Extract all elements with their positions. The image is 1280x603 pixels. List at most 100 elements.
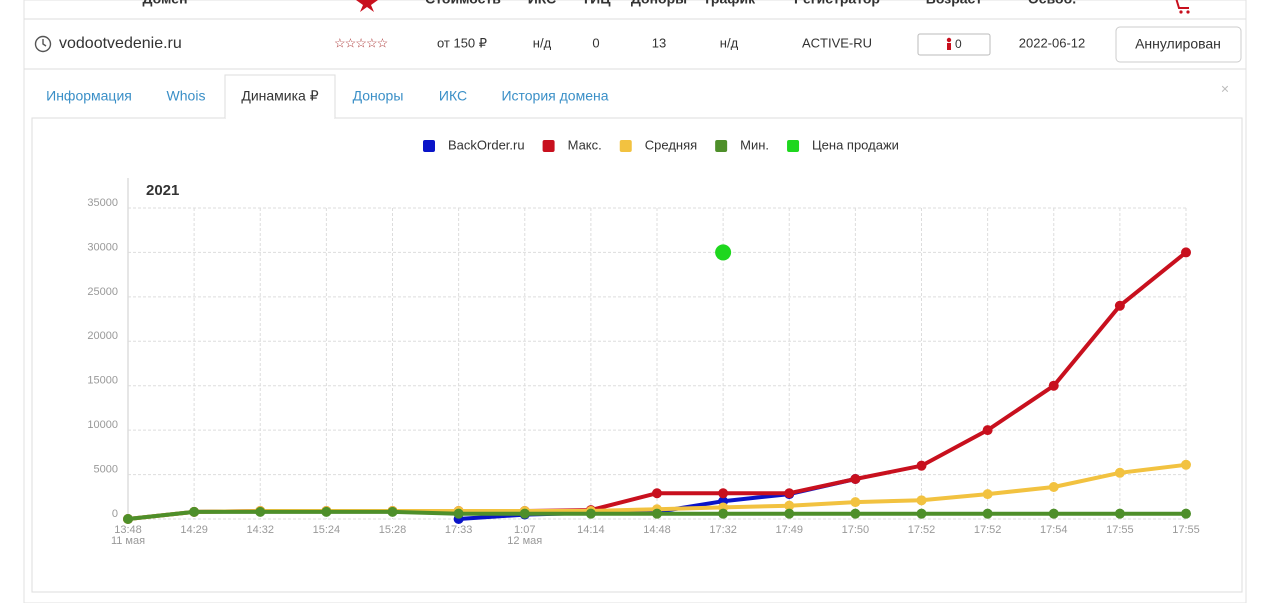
tab[interactable]: Whois bbox=[167, 88, 206, 104]
year-label: 2021 bbox=[146, 182, 179, 199]
legend-label[interactable]: Макс. bbox=[568, 137, 602, 152]
legend-label[interactable]: Средняя bbox=[645, 137, 697, 152]
x-tick-label: 17:33 bbox=[445, 524, 473, 536]
column-header: Домен bbox=[142, 0, 187, 7]
status-button-label[interactable]: Аннулирован bbox=[1135, 36, 1221, 52]
y-tick-label: 10000 bbox=[87, 419, 118, 431]
person-icon bbox=[946, 37, 952, 43]
legend-swatch[interactable] bbox=[619, 140, 632, 152]
age-box bbox=[917, 33, 991, 56]
data-point[interactable] bbox=[1048, 482, 1059, 493]
data-point[interactable] bbox=[982, 489, 993, 500]
x-tick-label: 17:50 bbox=[842, 524, 870, 536]
legend-label[interactable]: BackOrder.ru bbox=[448, 137, 525, 152]
legend-swatch[interactable] bbox=[787, 140, 800, 152]
cart-wheel bbox=[1186, 10, 1190, 14]
data-point[interactable] bbox=[982, 508, 993, 519]
clock-icon bbox=[34, 35, 52, 53]
x-tick-label: 13:48 bbox=[114, 524, 142, 536]
x-tick-label: 14:14 bbox=[577, 524, 605, 536]
data-point[interactable] bbox=[652, 488, 662, 499]
y-tick-label: 20000 bbox=[87, 330, 118, 342]
y-tick-label: 30000 bbox=[87, 241, 118, 253]
active-tab bbox=[224, 74, 336, 118]
data-point[interactable] bbox=[652, 508, 662, 519]
data-point[interactable] bbox=[784, 508, 795, 519]
cart-icon[interactable] bbox=[1172, 0, 1189, 9]
release-date: 2022-06-12 bbox=[1019, 35, 1086, 50]
data-point[interactable] bbox=[1114, 508, 1125, 519]
column-header: Трафик bbox=[703, 0, 756, 7]
data-point[interactable] bbox=[850, 474, 861, 485]
x-tick-sublabel: 11 мая bbox=[111, 535, 145, 547]
x-tick-label: 14:48 bbox=[643, 524, 671, 536]
data-point[interactable] bbox=[718, 488, 729, 499]
x-tick-label: 17:55 bbox=[1172, 524, 1200, 536]
traffic: н/д bbox=[720, 35, 739, 50]
data-point[interactable] bbox=[718, 508, 729, 519]
data-point[interactable] bbox=[519, 508, 530, 519]
data-point[interactable] bbox=[916, 495, 927, 506]
data-point[interactable] bbox=[585, 508, 596, 519]
x-tick-label: 17:52 bbox=[908, 524, 936, 536]
tab[interactable]: Динамика ₽ bbox=[241, 88, 318, 104]
column-header: ИКС bbox=[528, 0, 557, 7]
data-point[interactable] bbox=[850, 508, 861, 519]
tab[interactable]: ИКС bbox=[439, 88, 467, 104]
data-point[interactable] bbox=[387, 506, 398, 517]
clock-hand bbox=[42, 39, 47, 47]
rating-stars[interactable]: ☆☆☆☆☆ bbox=[334, 35, 389, 50]
data-point[interactable] bbox=[123, 514, 133, 524]
data-point[interactable] bbox=[255, 506, 266, 517]
data-point[interactable] bbox=[715, 244, 732, 261]
data-point[interactable] bbox=[784, 488, 795, 499]
data-point[interactable] bbox=[453, 508, 464, 519]
data-point[interactable] bbox=[321, 506, 332, 517]
column-header: Регистратор bbox=[794, 0, 880, 7]
x-tick-label: 1:07 bbox=[514, 524, 535, 536]
price: от 150 ₽ bbox=[437, 35, 487, 50]
donors: 13 bbox=[652, 35, 666, 50]
data-point[interactable] bbox=[1048, 380, 1059, 391]
data-point[interactable] bbox=[1181, 247, 1191, 258]
tab[interactable]: Доноры bbox=[353, 88, 404, 104]
legend-swatch[interactable] bbox=[542, 140, 555, 152]
x-tick-label: 14:32 bbox=[246, 524, 274, 536]
data-point[interactable] bbox=[784, 500, 795, 511]
data-point[interactable] bbox=[916, 460, 927, 471]
data-point[interactable] bbox=[1181, 508, 1191, 519]
legend-swatch[interactable] bbox=[715, 140, 728, 152]
tab[interactable]: Информация bbox=[46, 88, 132, 104]
column-header: Доноры bbox=[631, 0, 687, 7]
status-button[interactable] bbox=[1115, 26, 1242, 63]
tab[interactable]: История домена bbox=[501, 88, 608, 104]
column-header: Стоимость bbox=[425, 0, 501, 7]
data-point[interactable] bbox=[850, 497, 861, 508]
data-point[interactable] bbox=[1114, 300, 1125, 311]
x-tick-label: 17:55 bbox=[1106, 524, 1134, 536]
y-tick-label: 5000 bbox=[94, 463, 118, 475]
x-tick-label: 17:32 bbox=[709, 524, 737, 536]
x-tick-label: 17:54 bbox=[1040, 524, 1068, 536]
x-tick-label: 17:49 bbox=[775, 524, 803, 536]
x-tick-label: 15:28 bbox=[379, 524, 407, 536]
age: 0 bbox=[955, 37, 962, 51]
legend-label[interactable]: Мин. bbox=[740, 137, 769, 152]
data-point[interactable] bbox=[1114, 467, 1125, 478]
legend-swatch[interactable] bbox=[423, 140, 435, 152]
data-point[interactable] bbox=[982, 425, 993, 436]
x-tick-sublabel: 12 мая bbox=[507, 535, 542, 547]
data-point[interactable] bbox=[189, 506, 200, 517]
close-button[interactable]: × bbox=[1221, 81, 1229, 97]
data-point[interactable] bbox=[1048, 508, 1059, 519]
iks: н/д bbox=[533, 35, 552, 50]
data-point[interactable] bbox=[916, 508, 927, 519]
y-tick-label: 15000 bbox=[87, 375, 118, 387]
domain-name[interactable]: vodootvedenie.ru bbox=[59, 35, 182, 52]
registrar: ACTIVE-RU bbox=[802, 35, 872, 50]
legend-label[interactable]: Цена продажи bbox=[812, 137, 899, 152]
data-point[interactable] bbox=[1181, 459, 1191, 470]
x-tick-label: 17:52 bbox=[974, 524, 1002, 536]
tic: 0 bbox=[592, 35, 599, 50]
